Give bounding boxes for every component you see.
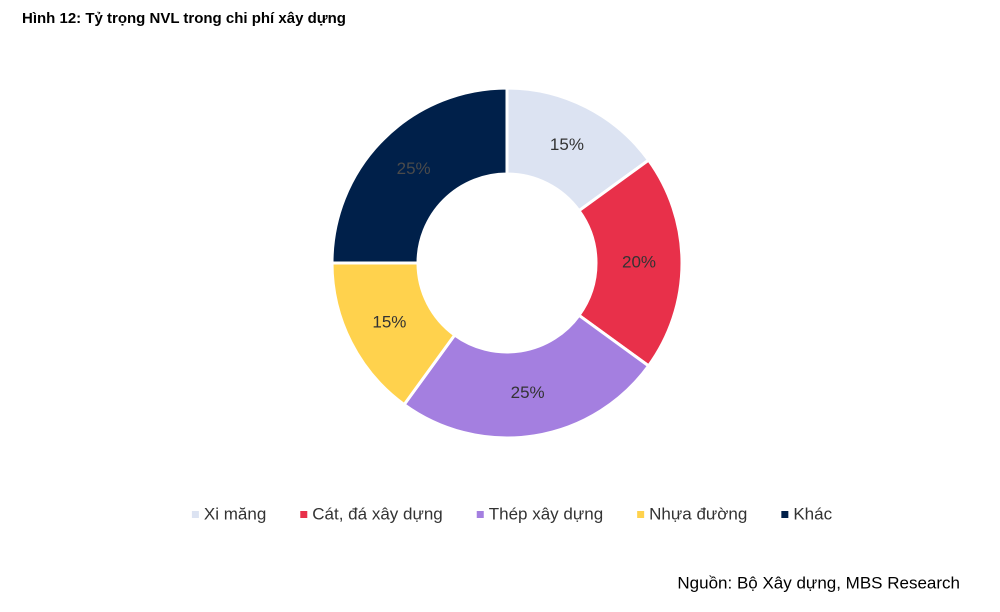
legend-label: Cát, đá xây dựng <box>312 504 442 523</box>
legend-swatch <box>300 511 308 518</box>
data-label: 25% <box>397 159 431 178</box>
source-note: Nguồn: Bộ Xây dựng, MBS Research <box>677 573 960 592</box>
data-label: 25% <box>511 383 545 402</box>
data-label: 20% <box>622 252 656 271</box>
legend-swatch <box>781 511 789 518</box>
legend-swatch <box>637 511 645 518</box>
slice <box>402 313 651 440</box>
legend-label: Nhựa đường <box>649 504 747 523</box>
slice <box>576 158 684 368</box>
legend-swatch <box>476 511 484 518</box>
legend-label: Xi măng <box>204 504 266 523</box>
chart-title: Hình 12: Tỷ trọng NVL trong chi phí xây … <box>22 10 346 27</box>
legend-label: Khác <box>793 504 832 523</box>
donut: 15% 20% 25% 15% 25% <box>330 86 684 440</box>
legend: Xi măng Cát, đá xây dựng Thép xây dựng Nhựa… <box>191 504 833 523</box>
data-label: 15% <box>550 135 584 154</box>
data-label: 15% <box>372 312 406 331</box>
legend-label: Thép xây dựng <box>489 504 603 523</box>
slice <box>330 86 509 265</box>
legend-swatch <box>191 511 199 518</box>
